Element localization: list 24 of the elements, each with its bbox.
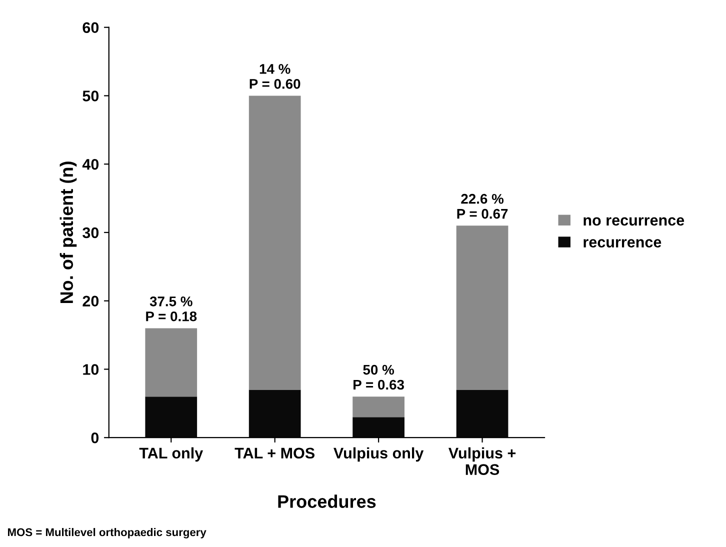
bar <box>352 396 404 418</box>
bar <box>248 96 301 390</box>
x-tick-label: Vulpius only <box>334 447 424 462</box>
y-tick-label: 50 <box>82 90 99 102</box>
annotation: 37.5 % P = 0.18 <box>146 296 197 322</box>
annotation: 50 % P = 0.63 <box>354 364 404 390</box>
text: MOS = Multilevel orthopaedic surgery <box>8 528 206 538</box>
y-tick-label: 60 <box>82 22 99 34</box>
bar <box>145 328 198 397</box>
x-tick-label: TAL only <box>139 447 204 462</box>
x-axis-title: Procedures <box>278 494 376 508</box>
x-tick-label: TAL + MOS <box>234 448 315 459</box>
y-tick-label: 0 <box>91 432 99 444</box>
bar <box>456 226 508 390</box>
y-tick-label: 40 <box>82 158 99 170</box>
legend-label: no recurrence <box>584 217 684 226</box>
y-tick-label: 30 <box>82 227 99 238</box>
legend-label: recurrence <box>584 239 662 248</box>
x-tick-label: Vulpius + MOS <box>448 447 516 475</box>
annotation: 14 % P = 0.60 <box>250 64 300 89</box>
annotation: 22.6 % P = 0.67 <box>457 194 508 219</box>
y-axis-title: No. of patient (n) <box>60 162 77 303</box>
y-tick-label: 20 <box>82 296 99 307</box>
y-tick-label: 10 <box>83 364 99 375</box>
